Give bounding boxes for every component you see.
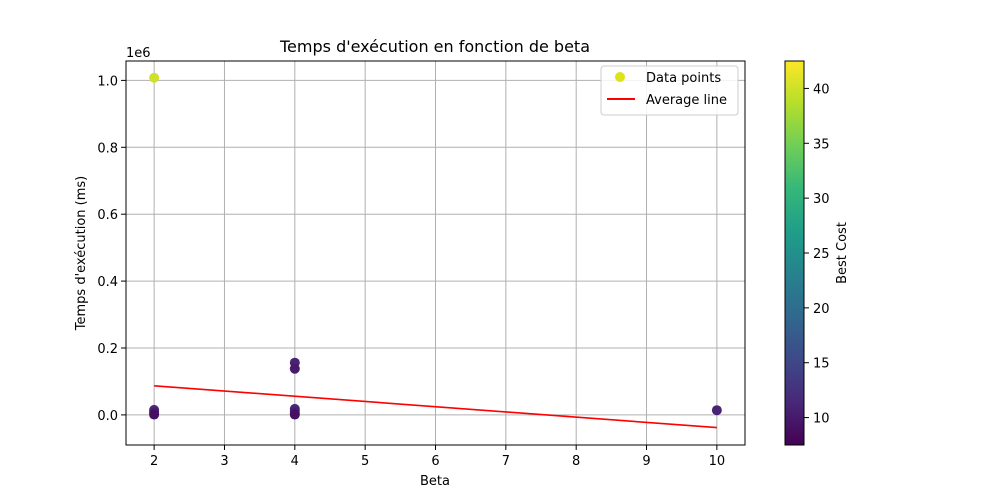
- scatter-point: [289, 409, 300, 420]
- x-tick-label: 4: [291, 454, 299, 469]
- colorbar-label: Best Cost: [835, 222, 850, 284]
- legend-label-average-line: Average line: [646, 93, 727, 108]
- y-tick-label: 0.8: [97, 141, 118, 156]
- average-line: [154, 384, 717, 429]
- legend-box: [600, 65, 739, 116]
- colorbar-tick-label: 40: [813, 82, 830, 97]
- legend: Data points Average line: [600, 65, 739, 116]
- x-tick-label: 8: [572, 454, 580, 469]
- scatter-point: [289, 363, 300, 374]
- x-tick-label: 6: [431, 454, 439, 469]
- colorbar-tick-label: 10: [813, 412, 830, 427]
- x-tick-label: 3: [220, 454, 228, 469]
- colorbar-tick-label: 30: [813, 192, 830, 207]
- legend-label-data-points: Data points: [646, 71, 721, 86]
- y-scale-label: 1e6: [126, 46, 151, 61]
- y-tick-label: 0.4: [97, 275, 118, 290]
- x-tick-label: 7: [502, 454, 510, 469]
- legend-marker-data-points: [615, 72, 625, 82]
- y-tick-label: 0.6: [97, 208, 118, 223]
- scatter-point: [711, 405, 722, 416]
- plot-area: 2 3 4 5 6 7 8 9 10 0.0 0.2 0.4 0.6 0.8 1.0: [97, 60, 746, 469]
- y-tick-label: 0.2: [97, 342, 118, 357]
- y-axis-label: Temps d'exécution (ms): [74, 176, 89, 331]
- y-tick-label: 0.0: [97, 409, 118, 424]
- x-tick-label: 10: [709, 454, 726, 469]
- chart-title: Temps d'exécution en fonction de beta: [279, 37, 590, 56]
- scatter-point: [149, 72, 160, 83]
- x-tick-label: 2: [150, 454, 158, 469]
- colorbar-tick-label: 25: [813, 247, 830, 262]
- y-tick-label: 1.0: [97, 74, 118, 89]
- scatter-point: [149, 409, 160, 420]
- x-axis-label: Beta: [420, 474, 450, 489]
- colorbar-tick-label: 35: [813, 137, 830, 152]
- colorbar-tick-label: 20: [813, 302, 830, 317]
- x-tick-label: 5: [361, 454, 369, 469]
- x-tick-label: 9: [642, 454, 650, 469]
- colorbar-gradient: [784, 60, 805, 446]
- colorbar: 10 15 20 25 30 35 40: [784, 60, 830, 446]
- colorbar-tick-label: 15: [813, 357, 830, 372]
